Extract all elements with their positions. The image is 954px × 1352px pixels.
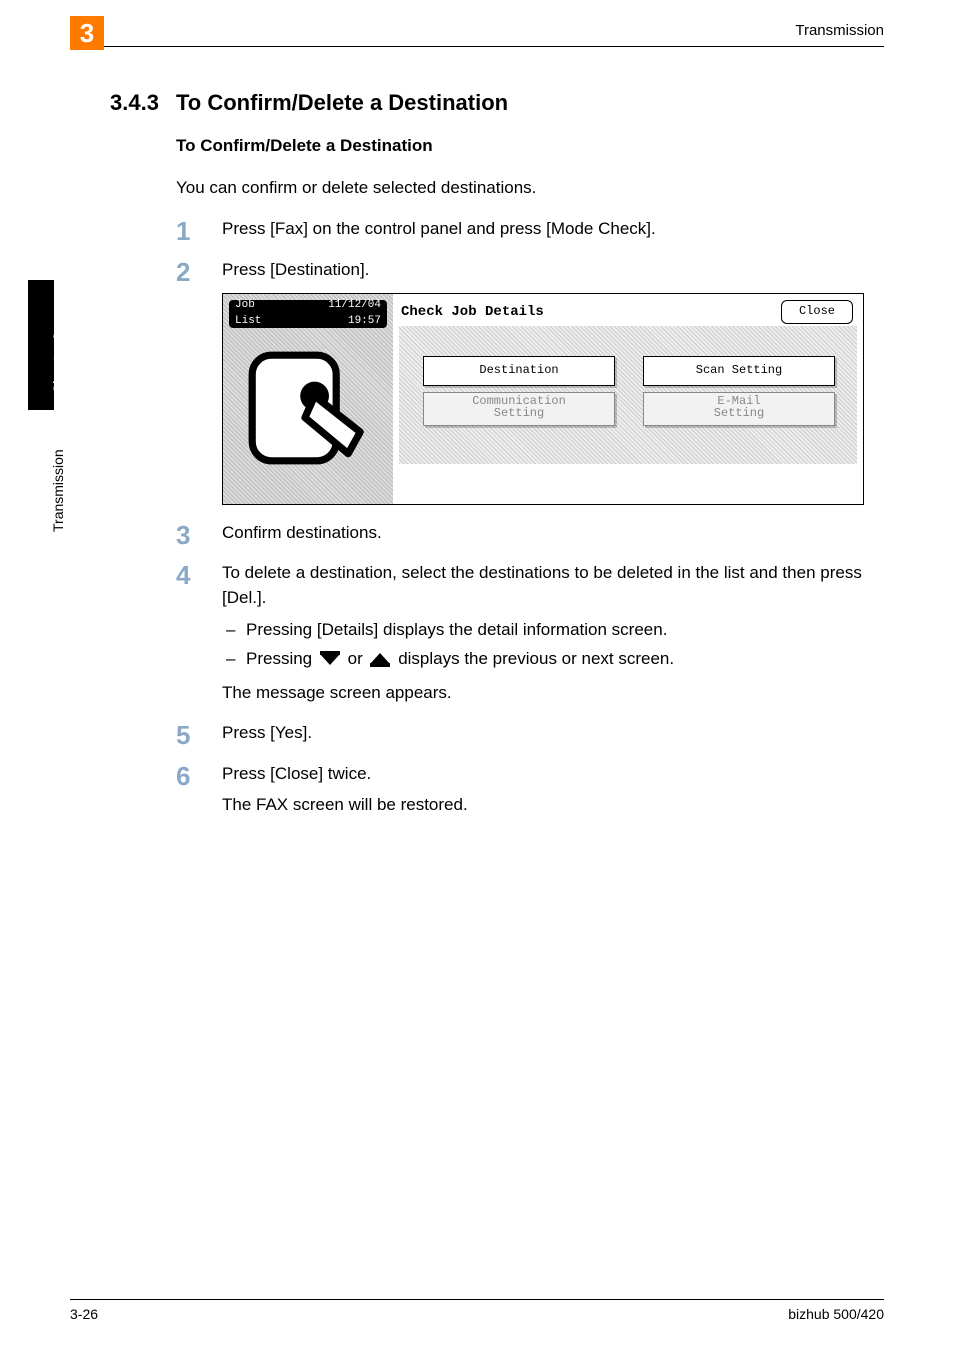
step-text: Press [Close] twice. bbox=[222, 764, 371, 783]
header-rule bbox=[70, 46, 884, 47]
side-tab-chapter: Chapter 3 bbox=[50, 333, 66, 394]
close-button[interactable]: Close bbox=[781, 300, 853, 324]
job-list-right: 11/12/04 19:57 bbox=[328, 298, 381, 330]
destination-button[interactable]: Destination bbox=[423, 356, 615, 386]
step-1: Press [Fax] on the control panel and pre… bbox=[176, 217, 884, 242]
step-4-after: The message screen appears. bbox=[222, 681, 884, 706]
step-text: Press [Fax] on the control panel and pre… bbox=[222, 219, 656, 238]
side-tab-section: Transmission bbox=[50, 449, 66, 532]
step-4-sub-1: Pressing [Details] displays the detail i… bbox=[222, 618, 884, 643]
step-4-sub-2: Pressing or displays the previous or nex… bbox=[222, 647, 884, 675]
footer-rule bbox=[70, 1299, 884, 1300]
screenshot-title: Check Job Details bbox=[401, 302, 544, 322]
screenshot-right-panel: Check Job Details Close Destination Scan… bbox=[393, 294, 863, 504]
step-3: Confirm destinations. bbox=[176, 521, 884, 546]
finger-press-icon bbox=[245, 348, 365, 468]
screenshot-left-panel: Job List 11/12/04 19:57 bbox=[223, 294, 393, 504]
scan-setting-button[interactable]: Scan Setting bbox=[643, 356, 835, 386]
step-text: To delete a destination, select the dest… bbox=[222, 563, 862, 607]
arrow-sentence-prefix: Pressing bbox=[246, 649, 317, 668]
job-list-left: Job List bbox=[235, 298, 261, 330]
email-setting-button[interactable]: E-Mail Setting bbox=[643, 392, 835, 426]
step-2: Press [Destination]. Job List 11/12/04 1… bbox=[176, 258, 884, 505]
footer-right: bizhub 500/420 bbox=[788, 1306, 884, 1322]
section-title: To Confirm/Delete a Destination bbox=[176, 90, 508, 115]
section-heading: 3.4.3To Confirm/Delete a Destination bbox=[110, 90, 884, 116]
running-head: Transmission bbox=[795, 22, 884, 39]
section-number: 3.4.3 bbox=[110, 90, 176, 116]
step-6-after: The FAX screen will be restored. bbox=[222, 793, 884, 818]
arrow-sentence-mid: or bbox=[348, 649, 368, 668]
intro-text: You can confirm or delete selected desti… bbox=[176, 176, 884, 201]
embedded-screenshot: Job List 11/12/04 19:57 Check Jo bbox=[222, 293, 864, 505]
footer-left: 3-26 bbox=[70, 1306, 98, 1322]
step-5: Press [Yes]. bbox=[176, 721, 884, 746]
step-text: Confirm destinations. bbox=[222, 523, 382, 542]
communication-setting-button[interactable]: Communication Setting bbox=[423, 392, 615, 426]
subheading: To Confirm/Delete a Destination bbox=[176, 134, 884, 159]
step-6: Press [Close] twice. The FAX screen will… bbox=[176, 762, 884, 817]
up-arrow-icon bbox=[367, 650, 393, 675]
chapter-number-box: 3 bbox=[70, 16, 104, 50]
step-text: Press [Yes]. bbox=[222, 723, 312, 742]
job-list-button[interactable]: Job List 11/12/04 19:57 bbox=[229, 300, 387, 328]
step-4: To delete a destination, select the dest… bbox=[176, 561, 884, 705]
side-tab: Chapter 3 Transmission bbox=[28, 280, 54, 540]
arrow-sentence-suffix: displays the previous or next screen. bbox=[398, 649, 674, 668]
step-text: Press [Destination]. bbox=[222, 260, 369, 279]
down-arrow-icon bbox=[317, 650, 343, 675]
